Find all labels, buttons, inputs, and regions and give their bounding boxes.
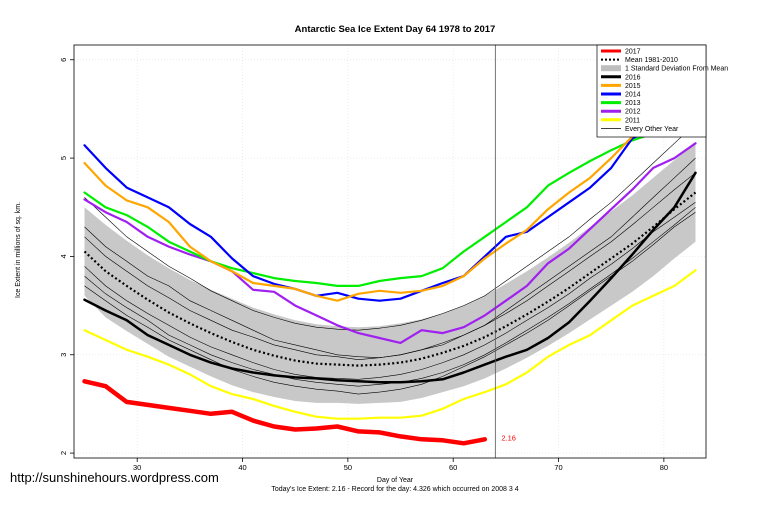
series-line-2017 bbox=[82, 379, 488, 446]
series-line-2013 bbox=[83, 100, 697, 287]
legend-label: 2017 bbox=[625, 49, 641, 56]
x-tick-label: 80 bbox=[660, 463, 668, 472]
y-tick-label: 2 bbox=[59, 451, 68, 455]
std-dev-band bbox=[84, 143, 696, 404]
every-other-year-line bbox=[84, 172, 696, 361]
x-tick-label: 50 bbox=[344, 463, 352, 472]
x-tick-label: 30 bbox=[133, 463, 141, 472]
x-axis-label: Day of Year bbox=[377, 477, 414, 484]
chart-title: Antarctic Sea Ice Extent Day 64 1978 to … bbox=[295, 24, 496, 35]
legend-label: 2011 bbox=[625, 117, 640, 124]
legend-label: 2016 bbox=[625, 74, 641, 81]
legend-label: 2015 bbox=[625, 83, 641, 90]
footer-text: Today's Ice Extent: 2.16 - Record for th… bbox=[271, 486, 518, 493]
series-line-2016 bbox=[83, 171, 697, 384]
legend-label: Mean 1981-2010 bbox=[625, 57, 678, 64]
legend-label: 1 Standard Deviation From Mean bbox=[625, 66, 728, 73]
every-other-year-line bbox=[84, 123, 696, 331]
y-tick-label: 5 bbox=[59, 156, 68, 160]
legend-label: 2014 bbox=[625, 92, 641, 99]
y-tick-label: 3 bbox=[59, 353, 68, 357]
every-other-year-line bbox=[84, 202, 696, 380]
y-tick-label: 4 bbox=[59, 254, 68, 258]
x-tick-label: 60 bbox=[449, 463, 457, 472]
series-line-2012 bbox=[83, 142, 697, 344]
y-axis-label: Ice Extent in millions of sq. km. bbox=[15, 202, 22, 298]
legend-box bbox=[596, 44, 707, 138]
legend-label: 2012 bbox=[625, 109, 641, 116]
every-other-year-line bbox=[84, 211, 696, 395]
x-tick-label: 70 bbox=[554, 463, 562, 472]
x-tick-label: 40 bbox=[238, 463, 246, 472]
series-line-2011 bbox=[83, 269, 697, 420]
legend-label: 2013 bbox=[625, 100, 641, 107]
legend-swatch bbox=[601, 65, 621, 72]
legend-label: Every Other Year bbox=[625, 126, 679, 133]
plot-area: 2.16 30 40 50 60 70 80 2 3 4 5 6 bbox=[59, 44, 707, 472]
series-line-2015 bbox=[83, 83, 697, 302]
plot-frame bbox=[73, 44, 707, 459]
end-value-label: 2.16 bbox=[501, 433, 516, 442]
y-tick-label: 6 bbox=[59, 58, 68, 62]
credit-url[interactable]: http://sunshinehours.wordpress.com bbox=[10, 470, 219, 485]
series-line-2014 bbox=[83, 96, 697, 302]
